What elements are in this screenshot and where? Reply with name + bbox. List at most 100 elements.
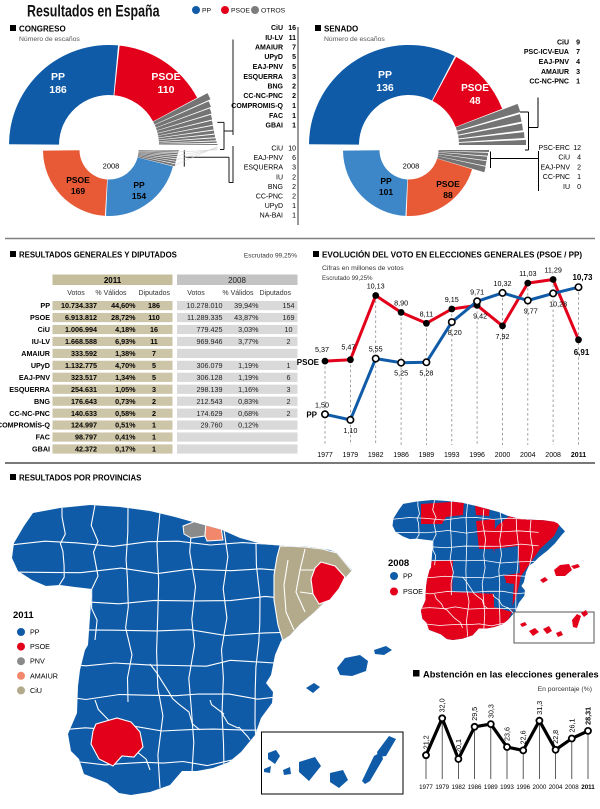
svg-text:PSC-ERC: PSC-ERC [538,145,570,152]
svg-text:2: 2 [292,184,296,191]
svg-text:UPyD: UPyD [264,54,283,61]
svg-text:2: 2 [292,194,296,201]
svg-text:5: 5 [152,373,156,382]
svg-text:PP: PP [51,71,65,83]
svg-text:7: 7 [292,45,296,52]
svg-text:1979: 1979 [343,452,359,459]
svg-text:39,94%: 39,94% [234,301,259,310]
svg-text:Votos: Votos [67,290,85,297]
svg-text:9,15: 9,15 [445,295,459,304]
svg-text:2011: 2011 [13,610,34,621]
svg-text:10: 10 [288,146,296,153]
svg-text:0,83%: 0,83% [238,397,259,406]
svg-text:1,38%: 1,38% [115,349,136,358]
svg-text:4,18%: 4,18% [115,325,136,334]
svg-text:44,60%: 44,60% [111,301,136,310]
svg-text:COMPROMIS-Q: COMPROMIS-Q [231,103,283,110]
svg-text:BNG: BNG [267,84,283,91]
svg-text:OTROS: OTROS [261,8,286,15]
svg-text:Cifras en millones de votos: Cifras en millones de votos [322,265,404,272]
svg-text:10: 10 [285,325,293,334]
svg-text:2011: 2011 [571,452,586,459]
svg-text:7: 7 [152,349,156,358]
svg-text:SENADO: SENADO [324,25,358,34]
svg-text:2008: 2008 [103,162,120,171]
svg-text:2000: 2000 [495,452,511,459]
svg-text:333.592: 333.592 [71,349,97,358]
svg-text:1: 1 [292,203,296,210]
svg-text:EAJ-PNV: EAJ-PNV [539,59,570,66]
svg-text:EAJ-PNV: EAJ-PNV [253,155,283,162]
svg-text:11: 11 [289,35,297,42]
svg-text:Escrutado 99,25%: Escrutado 99,25% [322,275,373,282]
svg-text:1986: 1986 [393,452,409,459]
svg-text:0,12%: 0,12% [238,421,259,430]
svg-text:IU: IU [563,184,570,191]
svg-text:2: 2 [292,174,296,181]
svg-text:CC-PNC: CC-PNC [543,174,570,181]
svg-text:CC-NC-PNC: CC-NC-PNC [529,79,569,86]
svg-text:FAC: FAC [36,433,50,442]
svg-text:1989: 1989 [419,452,435,459]
svg-text:2: 2 [152,409,156,418]
svg-text:AMAIUR: AMAIUR [541,69,569,76]
svg-text:1,50: 1,50 [315,400,329,409]
svg-text:Diputados: Diputados [138,290,170,297]
svg-text:3,03%: 3,03% [238,325,259,334]
svg-text:110: 110 [148,313,160,322]
svg-text:1: 1 [576,79,580,86]
svg-text:9,77: 9,77 [524,307,538,316]
svg-text:Abstención en las elecciones g: Abstención en las elecciones generales [423,670,599,680]
svg-text:2000: 2000 [533,784,547,791]
svg-text:21,2: 21,2 [422,735,431,749]
svg-text:2: 2 [287,409,291,418]
svg-text:154: 154 [283,301,295,310]
svg-text:1,19%: 1,19% [238,373,259,382]
svg-text:AMAIUR: AMAIUR [30,671,58,680]
svg-text:1: 1 [292,113,296,120]
svg-text:Diputados: Diputados [259,290,291,297]
svg-text:EAJ-PNV: EAJ-PNV [19,373,50,382]
svg-text:10.734.337: 10.734.337 [61,301,97,310]
svg-text:1.132.775: 1.132.775 [65,361,97,370]
svg-text:26,1: 26,1 [567,719,576,733]
svg-text:Votos: Votos [187,290,205,297]
svg-text:2011: 2011 [104,276,122,285]
svg-text:0,73%: 0,73% [115,397,136,406]
svg-text:1: 1 [292,213,296,220]
svg-text:Escrutado 99,25%: Escrutado 99,25% [244,253,297,260]
svg-text:1.668.588: 1.668.588 [65,337,97,346]
svg-text:6: 6 [287,373,291,382]
svg-text:0,51%: 0,51% [115,421,136,430]
svg-text:CC-NC-PNC: CC-NC-PNC [9,409,50,418]
svg-text:1982: 1982 [452,784,466,791]
svg-text:En porcentaje (%): En porcentaje (%) [538,686,592,693]
svg-text:EAJ-PNV: EAJ-PNV [253,64,284,71]
svg-text:NA-BAI: NA-BAI [260,213,283,220]
svg-text:IU-LV: IU-LV [32,337,50,346]
svg-text:5,28: 5,28 [419,368,433,377]
svg-text:8,11: 8,11 [420,309,433,318]
svg-text:4: 4 [576,59,580,66]
svg-text:2008: 2008 [545,452,561,459]
svg-text:PSOE: PSOE [151,71,180,83]
svg-text:140.633: 140.633 [71,409,97,418]
svg-text:31,3: 31,3 [535,701,544,715]
svg-text:AMAIUR: AMAIUR [255,45,283,52]
svg-text:9: 9 [576,40,580,47]
svg-text:CiU: CiU [271,146,283,153]
svg-text:GBAI: GBAI [32,445,50,454]
svg-text:2008: 2008 [388,558,409,569]
svg-text:0,68%: 0,68% [238,409,259,418]
svg-text:1996: 1996 [469,452,485,459]
svg-text:2011: 2011 [581,784,595,791]
svg-text:PSOE: PSOE [231,8,250,15]
svg-text:1993: 1993 [500,784,514,791]
svg-text:28,31: 28,31 [584,707,593,725]
svg-text:% Válidos: % Válidos [222,290,254,297]
svg-text:PP: PP [306,411,317,420]
svg-text:PSOE: PSOE [436,179,460,189]
svg-text:PP: PP [202,8,212,15]
svg-text:1,19%: 1,19% [238,361,259,370]
svg-text:1: 1 [152,433,156,442]
